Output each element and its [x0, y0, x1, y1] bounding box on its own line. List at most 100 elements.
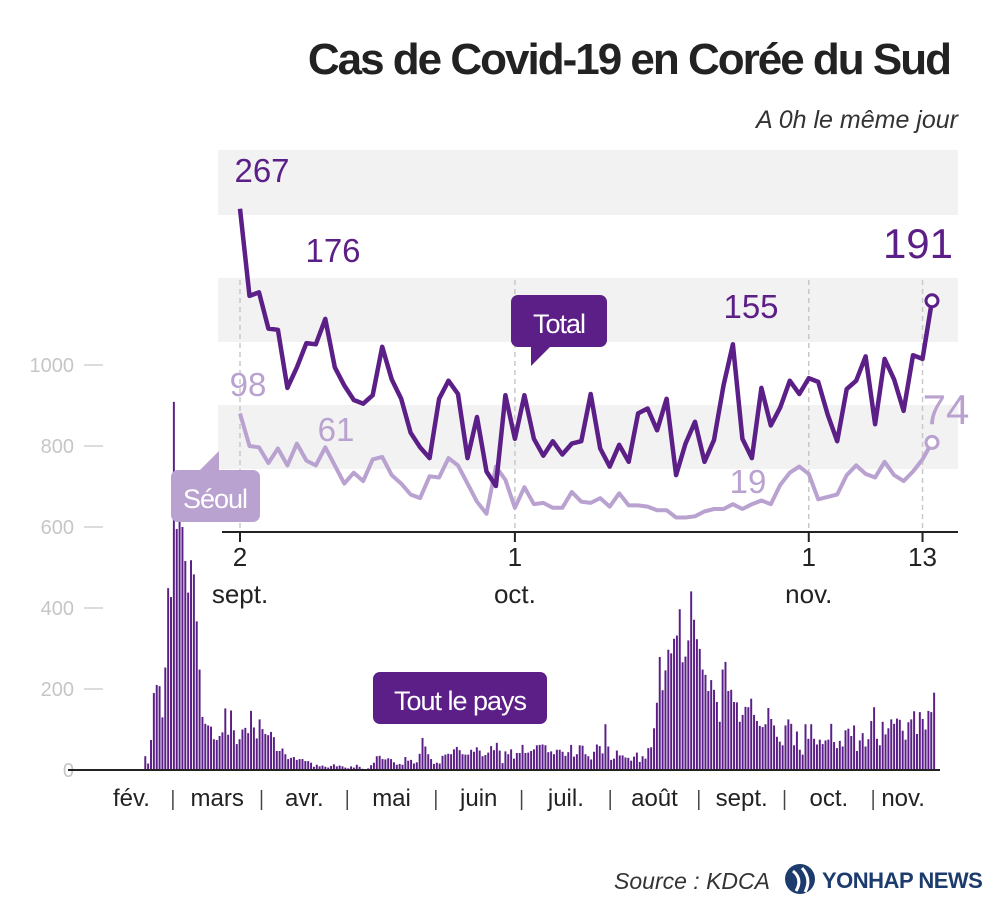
bar: [670, 653, 673, 770]
bar: [850, 735, 853, 770]
inset-day-label: 1: [508, 542, 522, 572]
main-x-axis: fév. mars avr. mai juin juil. août sept. oct. nov…: [68, 769, 940, 812]
bar: [170, 597, 172, 771]
bar: [432, 763, 435, 770]
bar: [541, 744, 544, 771]
bar: [778, 741, 781, 770]
bar: [250, 710, 253, 770]
bar: [538, 744, 541, 770]
bar: [615, 750, 618, 770]
bar: [801, 754, 804, 770]
bar: [721, 669, 724, 770]
bar: [630, 760, 633, 770]
bar: [375, 756, 378, 770]
bar: [584, 754, 587, 771]
bar: [793, 745, 796, 770]
bar: [675, 635, 678, 770]
bar: [713, 689, 716, 770]
bar: [550, 751, 553, 770]
bar: [301, 759, 304, 771]
bar: [235, 744, 238, 770]
bar: [878, 745, 881, 770]
bar: [304, 761, 307, 770]
bar: [161, 717, 164, 770]
national-tag: Tout le pays: [373, 672, 547, 724]
bar: [684, 656, 687, 770]
total-line: [237, 208, 935, 489]
bar: [252, 727, 255, 771]
bar: [481, 756, 484, 770]
bar: [535, 745, 538, 770]
bar: [904, 739, 907, 771]
bar: [781, 745, 784, 770]
bar: [527, 752, 530, 771]
bar: [835, 748, 838, 770]
bar: [224, 708, 227, 770]
bar: [410, 759, 413, 771]
bar: [530, 750, 533, 771]
y-tick-label: 1000: [30, 355, 75, 377]
bar: [667, 649, 670, 771]
bar: [818, 739, 821, 771]
y-tick-label: 200: [41, 679, 74, 701]
bar: [295, 759, 298, 771]
bar: [695, 639, 698, 770]
bar: [775, 736, 778, 770]
bar: [598, 746, 601, 771]
bar: [735, 702, 738, 771]
bar: [627, 757, 630, 770]
bar: [733, 701, 736, 770]
bar: [495, 742, 498, 771]
bar: [444, 754, 447, 770]
bar: [590, 759, 593, 770]
source-text: Source : KDCA: [614, 868, 770, 894]
bar: [893, 723, 896, 770]
bar: [524, 752, 527, 770]
bar: [318, 766, 321, 771]
bar: [215, 740, 218, 770]
bar: [824, 740, 827, 770]
bar: [915, 733, 918, 771]
bar: [212, 739, 215, 770]
bar: [358, 766, 361, 770]
bar: [315, 764, 318, 771]
inset-month-label: oct.: [494, 579, 536, 609]
bar: [715, 701, 718, 770]
total-value-label: 267: [234, 152, 289, 189]
bar: [933, 692, 936, 770]
bar: [570, 744, 573, 770]
bar: [873, 707, 876, 771]
bar: [518, 752, 521, 770]
bar: [833, 742, 836, 770]
bar: [321, 765, 324, 770]
bar: [724, 661, 727, 771]
bar: [327, 767, 330, 770]
bar: [564, 755, 567, 771]
bar: [930, 712, 933, 771]
bar: [910, 719, 913, 771]
bar: [175, 529, 178, 770]
bar: [204, 723, 207, 770]
month-label: juil.: [547, 785, 584, 812]
bar: [218, 735, 221, 770]
bar: [838, 740, 841, 770]
bar: [307, 761, 310, 770]
y-tick-label: 800: [41, 436, 74, 458]
bar: [341, 766, 344, 771]
bar: [544, 745, 547, 770]
bar: [844, 730, 847, 770]
bar: [452, 749, 455, 771]
bar: [687, 640, 690, 770]
month-label: oct.: [809, 785, 848, 812]
bar: [601, 753, 604, 770]
bar: [855, 750, 858, 771]
bar: [187, 592, 190, 770]
total-tag-label: Total: [533, 309, 585, 339]
bar: [810, 724, 813, 771]
bar: [312, 766, 315, 770]
chart-title: Cas de Covid-19 en Corée du Sud: [308, 35, 950, 84]
bar: [664, 670, 667, 770]
bar: [924, 729, 927, 770]
bar: [490, 746, 493, 771]
